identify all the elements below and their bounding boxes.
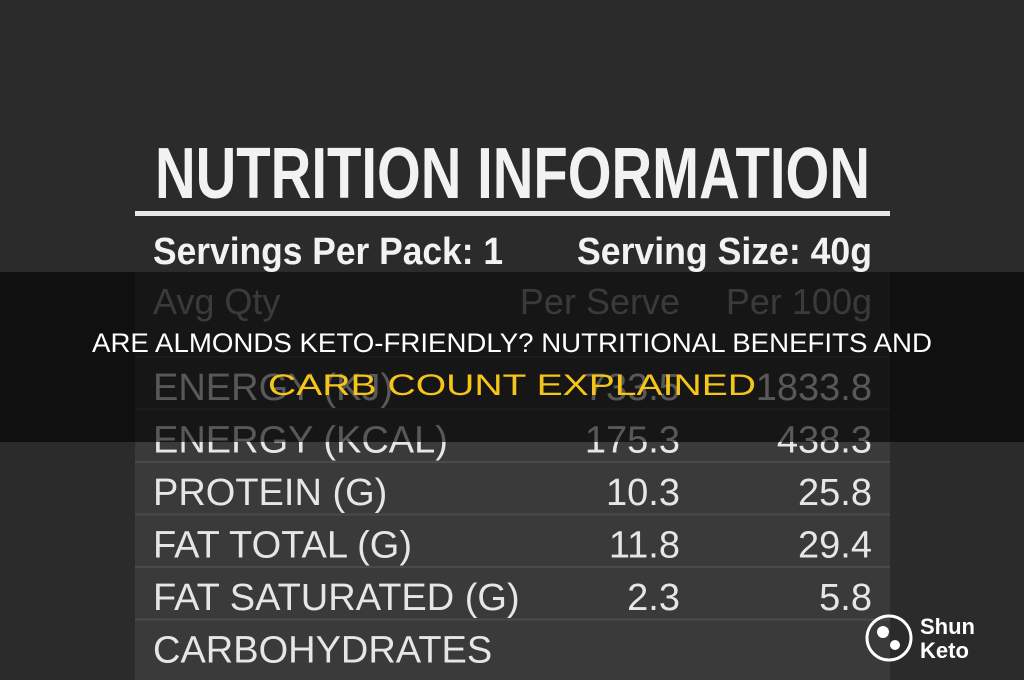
title-rule xyxy=(135,211,890,216)
logo: Shun Keto xyxy=(865,614,975,663)
nutrient-name: PROTEIN (G) xyxy=(153,472,387,514)
nutrient-value: 29.4 xyxy=(798,525,872,567)
nutrient-name: FAT SATURATED (G) xyxy=(153,577,520,619)
banner xyxy=(0,272,1024,442)
row-divider xyxy=(135,461,890,463)
logo-icon xyxy=(865,614,913,662)
banner-line2: CARB COUNT EXPLAINED xyxy=(268,369,756,402)
nutrient-name: CARBOHYDRATES xyxy=(153,630,492,672)
nutrient-value: 10.3 xyxy=(606,472,680,514)
row-divider xyxy=(135,618,890,621)
label-title: NUTRITION INFORMATION xyxy=(155,134,870,214)
banner-line1: ARE ALMONDS KETO-FRIENDLY? NUTRITIONAL B… xyxy=(92,328,932,358)
nutrient-value: 5.8 xyxy=(819,577,872,619)
row-divider xyxy=(135,566,890,568)
nutrient-value: 25.8 xyxy=(798,472,872,514)
row-divider xyxy=(135,513,890,516)
logo-icon-dot xyxy=(877,626,889,638)
nutrient-name: FAT TOTAL (G) xyxy=(153,525,412,567)
servings-per-pack: Servings Per Pack: 1 xyxy=(153,231,503,273)
nutrient-value: 2.3 xyxy=(627,577,680,619)
serving-size: Serving Size: 40g xyxy=(577,231,872,273)
logo-name: Keto xyxy=(920,638,969,663)
logo-icon-dot xyxy=(890,640,900,650)
logo-name: Shun xyxy=(920,614,975,639)
nutrient-value: 11.8 xyxy=(609,525,680,567)
